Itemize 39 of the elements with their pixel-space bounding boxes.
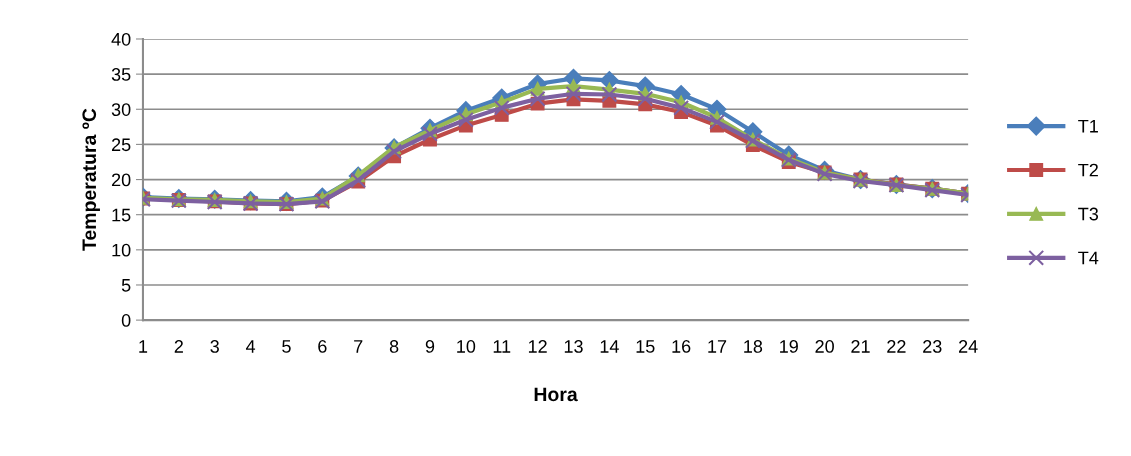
y-tick-label: 40 [111,32,131,46]
x-tick-label: 10 [457,340,476,353]
x-tick-label: 7 [354,340,363,353]
x-tick-label: 19 [780,340,798,353]
y-tick-label: 20 [111,173,131,187]
legend-label: T2 [1078,163,1098,177]
legend-label: T3 [1078,207,1099,221]
y-tick-label: 0 [121,314,131,327]
x-tick-label: 2 [174,340,183,353]
x-tick-label: 6 [318,340,327,353]
x-tick-label: 1 [139,340,148,353]
x-tick-label: 14 [600,340,619,353]
x-tick-label: 18 [744,340,763,353]
x-tick-label: 23 [923,340,942,353]
x-axis-title: Hora [534,387,578,402]
x-tick-label: 17 [708,340,727,353]
legend-label: T4 [1078,251,1099,265]
y-tick-label: 25 [111,138,131,152]
y-tick-label: 10 [112,243,131,257]
x-tick-label: 20 [815,340,834,353]
x-tick-label: 11 [493,340,511,353]
x-tick-label: 3 [210,340,219,353]
y-tick-label: 30 [111,103,131,116]
y-tick-label: 15 [112,208,131,222]
x-tick-label: 24 [959,340,978,353]
x-tick-label: 22 [887,340,906,353]
y-tick-label: 5 [121,279,131,292]
x-tick-label: 16 [672,340,691,353]
x-tick-label: 12 [528,340,547,353]
x-tick-label: 4 [245,340,256,353]
legend-label: T1 [1078,119,1098,133]
x-tick-label: 9 [425,340,435,353]
x-tick-label: 15 [636,340,655,353]
y-axis-title: Temperatura ºC [82,108,100,251]
y-tick-label: 35 [111,68,131,81]
x-tick-label: 8 [389,340,399,353]
x-tick-label: 5 [282,340,291,353]
x-tick-label: 13 [564,340,583,353]
x-tick-label: 21 [851,340,870,353]
